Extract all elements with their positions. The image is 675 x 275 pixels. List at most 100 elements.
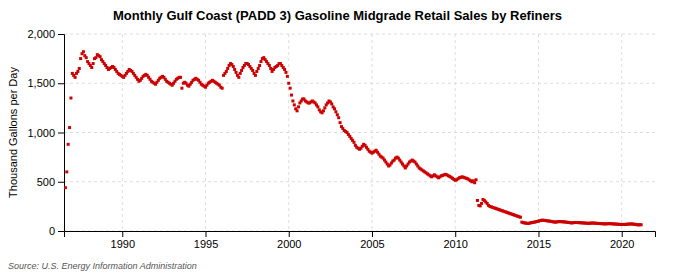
tick-mark — [289, 231, 290, 237]
tick: 2,000 — [27, 28, 64, 40]
tick-mark — [58, 83, 64, 84]
tick: 2015 — [527, 231, 551, 250]
point — [284, 71, 287, 74]
tick-label: 500 — [37, 176, 55, 188]
point — [94, 56, 97, 59]
point — [323, 106, 326, 109]
point — [180, 87, 183, 90]
point — [259, 60, 262, 63]
plot-area: 1990 1995 2000 2005 2010 2015 2020 0 500 1,000 1,5… — [27, 28, 655, 250]
grid-line — [621, 34, 622, 231]
tick-mark — [622, 231, 623, 237]
point — [74, 76, 77, 79]
point — [239, 72, 242, 75]
point — [232, 65, 235, 68]
point — [287, 82, 290, 85]
point — [296, 109, 299, 112]
point — [251, 69, 254, 72]
point — [257, 67, 260, 70]
point — [283, 68, 286, 71]
point — [473, 181, 476, 184]
point — [322, 109, 325, 112]
chart-svg: 1990 1995 2000 2005 2010 2015 2020 0 500 1,000 1,5… — [0, 0, 675, 275]
x-axis: 1990 1995 2000 2005 2010 2015 2020 — [65, 231, 656, 250]
tick-label: 2015 — [527, 238, 551, 250]
tick-label: 1,000 — [27, 127, 55, 139]
tick: 2000 — [277, 231, 301, 250]
point — [82, 50, 85, 53]
point — [92, 62, 95, 65]
grid-line — [122, 34, 123, 231]
point — [475, 178, 478, 181]
tick: 1,000 — [27, 127, 64, 139]
point — [235, 71, 238, 74]
point — [255, 70, 258, 73]
tick-mark — [372, 231, 373, 237]
tick-mark — [58, 231, 64, 232]
point — [254, 74, 257, 77]
grid-line — [538, 34, 539, 231]
tick-mark — [455, 231, 456, 237]
tick-mark — [58, 34, 64, 35]
point — [221, 87, 224, 90]
point — [65, 170, 68, 173]
tick-label: 0 — [49, 225, 55, 237]
tick: 2010 — [443, 231, 467, 250]
point — [480, 202, 483, 205]
point — [79, 57, 82, 60]
tick-label: 1,500 — [27, 77, 55, 89]
tick-label: 2,000 — [27, 28, 55, 40]
point — [69, 97, 72, 100]
point — [269, 67, 272, 70]
y-axis: 0 500 1,000 1,500 2,000 — [27, 28, 64, 237]
tick: 0 — [49, 225, 64, 237]
point — [67, 143, 70, 146]
annotation: Source: U.S. Energy Information Administ… — [8, 261, 197, 271]
grid-line — [288, 34, 289, 231]
point — [240, 69, 243, 72]
tick-mark — [58, 133, 64, 134]
tick: 1,500 — [27, 77, 64, 89]
point — [297, 105, 300, 108]
tick-mark — [122, 231, 123, 237]
tick-mark — [58, 182, 64, 183]
tick: 2020 — [610, 231, 634, 250]
point — [99, 55, 102, 58]
tick-mark — [538, 231, 539, 237]
axis-line — [58, 35, 65, 232]
tick-label: 2010 — [443, 238, 467, 250]
point — [258, 64, 261, 67]
point — [237, 76, 240, 79]
tick: 2005 — [360, 231, 384, 250]
tick: 500 — [37, 176, 64, 188]
point — [68, 126, 71, 129]
grid-line — [64, 34, 655, 35]
point — [330, 102, 333, 105]
point — [640, 223, 643, 226]
tick-mark — [206, 231, 207, 237]
point — [225, 70, 228, 73]
point — [476, 199, 479, 202]
point — [64, 186, 67, 189]
point — [226, 67, 229, 70]
point — [268, 64, 271, 67]
grid — [64, 34, 655, 231]
point — [352, 141, 355, 144]
point — [85, 56, 88, 59]
point — [289, 87, 292, 90]
tick-label: 1995 — [194, 238, 218, 250]
point — [334, 110, 337, 113]
tick: 1990 — [111, 231, 135, 250]
grid-line — [371, 34, 372, 231]
y-axis-title: Thousand Gallons per Day — [7, 67, 19, 198]
grid-line — [64, 132, 655, 133]
point — [78, 67, 81, 70]
tick: 1995 — [194, 231, 218, 250]
point — [337, 116, 340, 119]
point — [233, 68, 236, 71]
chart-title: Monthly Gulf Coast (PADD 3) Gasoline Mid… — [113, 8, 562, 23]
point — [290, 94, 293, 97]
tick-label: 2005 — [360, 238, 384, 250]
tick-label: 1990 — [111, 238, 135, 250]
grid-line — [64, 181, 655, 182]
